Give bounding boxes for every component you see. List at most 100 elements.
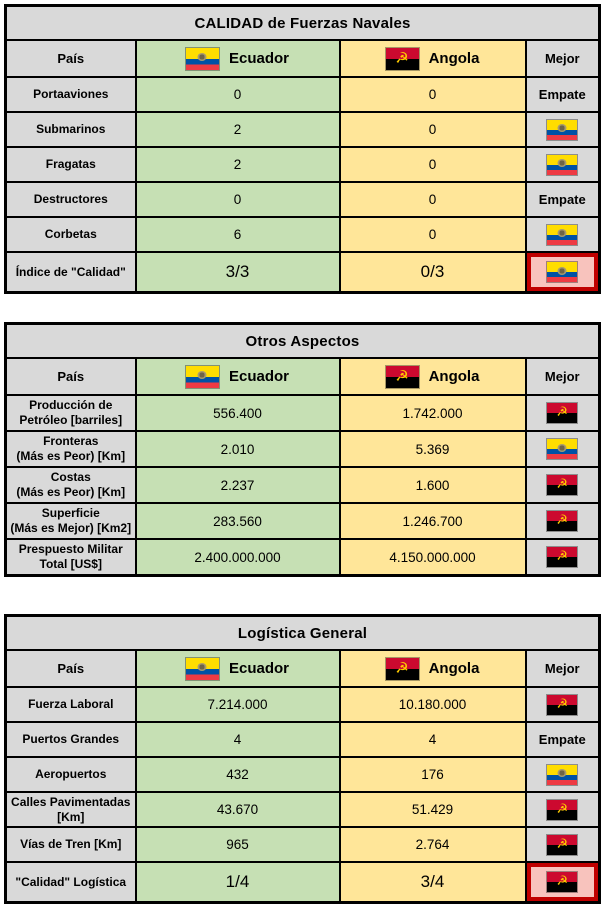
row-label: Costas (Más es Peor) [Km] [4, 466, 137, 504]
mejor-cell [524, 538, 601, 577]
ecuador-value: 3/3 [134, 251, 341, 294]
angola-value: 176 [338, 756, 527, 793]
table-title: CALIDAD de Fuerzas Navales [4, 4, 601, 41]
col-header-angola: Angola [338, 357, 527, 396]
mejor-winner-cell [524, 861, 601, 904]
mejor-cell: Empate [524, 181, 601, 218]
row-label: Vías de Tren [Km] [4, 826, 137, 863]
mejor-cell [524, 791, 601, 828]
other-aspects-table: Otros Aspectos País Ecuador Angola Mejor… [4, 322, 602, 577]
col-header-mejor: Mejor [524, 39, 601, 78]
row-label: Destructores [4, 181, 137, 218]
angola-value: 1.246.700 [338, 502, 527, 540]
table-title-row: CALIDAD de Fuerzas Navales [4, 4, 601, 41]
angola-flag-icon [385, 365, 419, 388]
country-name-label: Angola [428, 368, 480, 385]
naval-quality-table: CALIDAD de Fuerzas Navales País Ecuador … [4, 4, 602, 294]
table-title-row: Logística General [4, 614, 601, 651]
table-row: Corbetas 6 0 [4, 216, 601, 253]
ecuador-flag-icon [547, 262, 578, 282]
general-logistics-table: Logística General País Ecuador Angola Me… [4, 614, 602, 904]
table-row-summary: Índice de "Calidad" 3/3 0/3 [4, 251, 601, 294]
ecuador-value: 2 [134, 111, 341, 148]
ecuador-value: 2.010 [134, 430, 341, 468]
ecuador-value: 2 [134, 146, 341, 183]
row-label: Fronteras (Más es Peor) [Km] [4, 430, 137, 468]
table-row: Fuerza Laboral 7.214.000 10.180.000 [4, 686, 601, 723]
angola-value: 1.600 [338, 466, 527, 504]
ecuador-value: 2.400.000.000 [134, 538, 341, 577]
ecuador-flag-icon [547, 224, 578, 245]
row-label: Superficie (Más es Mejor) [Km2] [4, 502, 137, 540]
ecuador-flag-icon [185, 657, 219, 680]
col-header-mejor: Mejor [524, 357, 601, 396]
ecuador-flag-icon [547, 764, 578, 785]
table-row: Destructores 0 0 Empate [4, 181, 601, 218]
col-header-pais: País [4, 39, 137, 78]
row-label: Fuerza Laboral [4, 686, 137, 723]
row-label: Prespuesto Militar Total [US$] [4, 538, 137, 577]
table-row: Calles Pavimentadas [Km] 43.670 51.429 [4, 791, 601, 828]
ecuador-value: 2.237 [134, 466, 341, 504]
ecuador-flag-icon [185, 365, 219, 388]
angola-value: 0 [338, 146, 527, 183]
table-row: Superficie (Más es Mejor) [Km2] 283.560 … [4, 502, 601, 540]
row-label: Corbetas [4, 216, 137, 253]
angola-value: 0/3 [338, 251, 527, 294]
mejor-cell [524, 502, 601, 540]
table-row: Fragatas 2 0 [4, 146, 601, 183]
row-label: Producción de Petróleo [barriles] [4, 394, 137, 432]
angola-value: 5.369 [338, 430, 527, 468]
country-name-label: Ecuador [228, 660, 289, 677]
country-name-label: Angola [428, 660, 480, 677]
angola-flag-icon [547, 547, 578, 567]
row-label: Fragatas [4, 146, 137, 183]
mejor-cell [524, 430, 601, 468]
angola-value: 1.742.000 [338, 394, 527, 432]
mejor-cell [524, 394, 601, 432]
angola-value: 4.150.000.000 [338, 538, 527, 577]
table-row: Submarinos 2 0 [4, 111, 601, 148]
table-header-row: País Ecuador Angola Mejor [4, 39, 601, 78]
ecuador-value: 283.560 [134, 502, 341, 540]
col-header-pais: País [4, 649, 137, 688]
angola-flag-icon [547, 872, 578, 892]
row-label: Calles Pavimentadas [Km] [4, 791, 137, 828]
angola-flag-icon [547, 694, 578, 715]
ecuador-value: 432 [134, 756, 341, 793]
col-header-mejor: Mejor [524, 649, 601, 688]
col-header-angola: Angola [338, 649, 527, 688]
mejor-cell [524, 146, 601, 183]
ecuador-flag-icon [547, 154, 578, 175]
mejor-cell [524, 686, 601, 723]
ecuador-value: 0 [134, 181, 341, 218]
table-row: Puertos Grandes 4 4 Empate [4, 721, 601, 758]
col-header-ecuador: Ecuador [134, 649, 341, 688]
ecuador-flag-icon [547, 119, 578, 140]
ecuador-value: 7.214.000 [134, 686, 341, 723]
mejor-cell: Empate [524, 721, 601, 758]
col-header-ecuador: Ecuador [134, 39, 341, 78]
row-label: "Calidad" Logística [4, 861, 137, 904]
angola-flag-icon [547, 403, 578, 423]
table-row: Costas (Más es Peor) [Km] 2.237 1.600 [4, 466, 601, 504]
ecuador-value: 556.400 [134, 394, 341, 432]
angola-value: 0 [338, 181, 527, 218]
mejor-cell: Empate [524, 76, 601, 113]
ecuador-value: 43.670 [134, 791, 341, 828]
row-label: Portaaviones [4, 76, 137, 113]
angola-value: 0 [338, 111, 527, 148]
row-label: Aeropuertos [4, 756, 137, 793]
mejor-cell [524, 216, 601, 253]
ecuador-flag-icon [547, 439, 578, 459]
row-label: Puertos Grandes [4, 721, 137, 758]
angola-value: 0 [338, 76, 527, 113]
country-name-label: Ecuador [228, 50, 289, 67]
col-header-pais: País [4, 357, 137, 396]
ecuador-flag-icon [185, 47, 219, 70]
table-header-row: País Ecuador Angola Mejor [4, 357, 601, 396]
table-row: Aeropuertos 432 176 [4, 756, 601, 793]
table-row: Fronteras (Más es Peor) [Km] 2.010 5.369 [4, 430, 601, 468]
row-label: Submarinos [4, 111, 137, 148]
